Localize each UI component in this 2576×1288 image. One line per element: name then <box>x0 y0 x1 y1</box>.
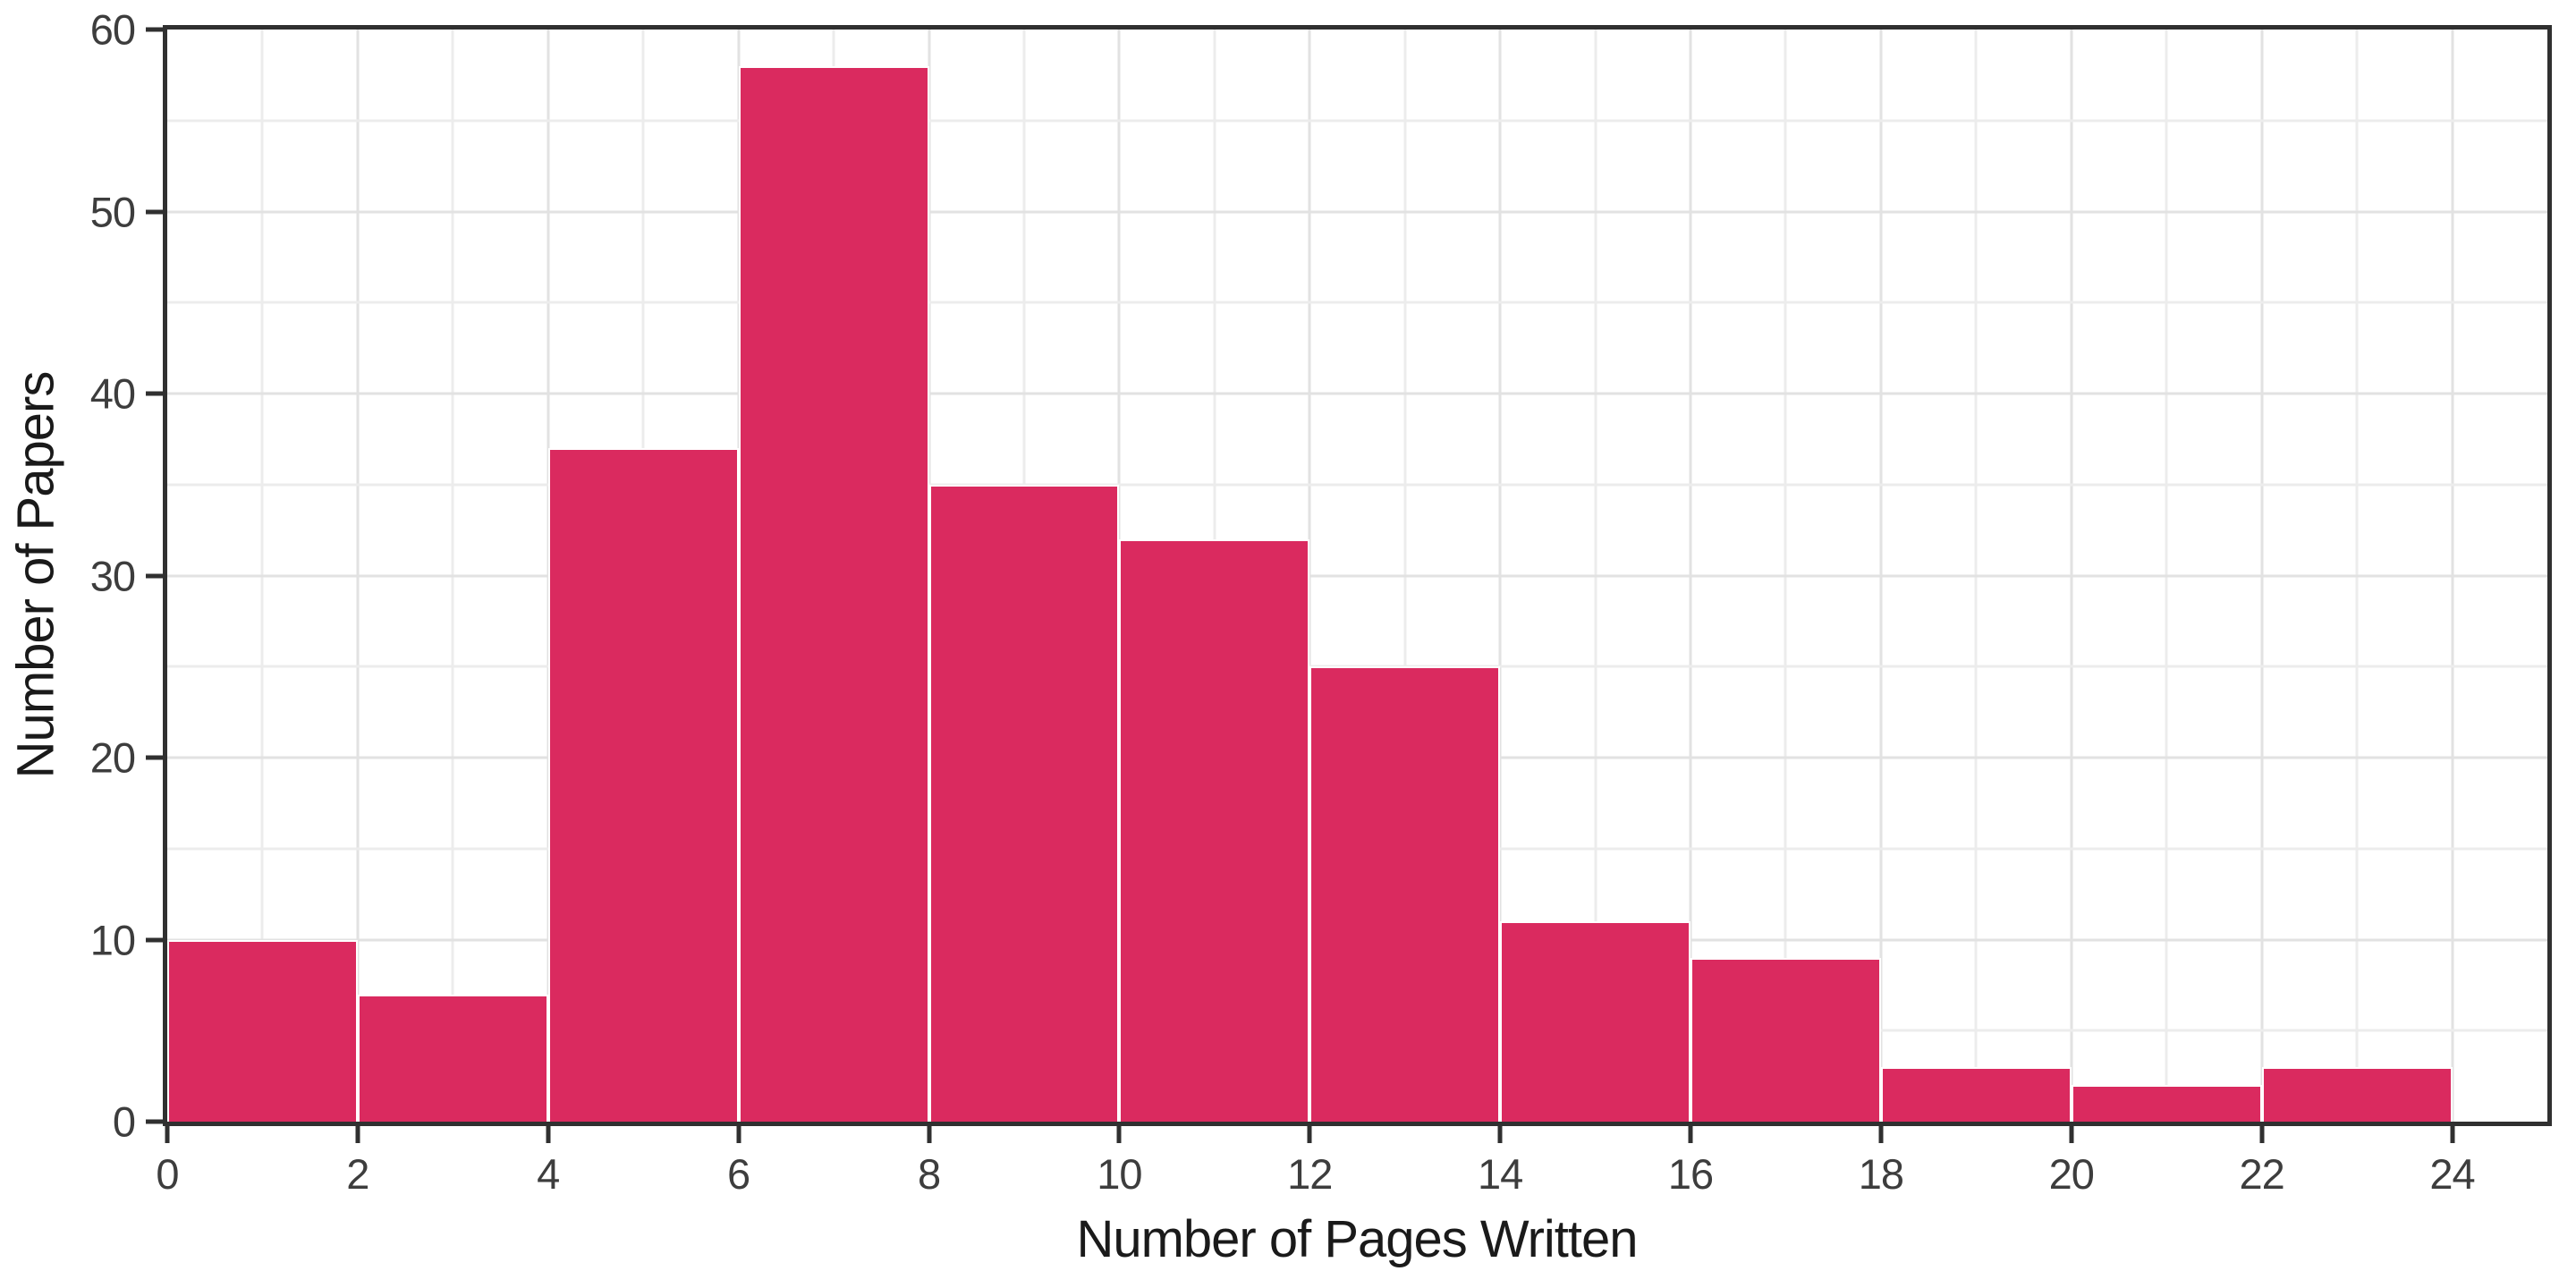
x-tick-label: 14 <box>1478 1150 1523 1198</box>
x-tick-mark <box>736 1126 741 1143</box>
histogram-bar <box>1690 957 1881 1122</box>
x-tick-mark <box>1878 1126 1884 1143</box>
y-tick-mark <box>146 1119 163 1124</box>
y-gridline-major <box>167 574 2547 577</box>
x-tick-mark <box>355 1126 360 1143</box>
y-tick-label: 30 <box>89 552 136 599</box>
x-tick-label: 24 <box>2429 1150 2475 1198</box>
x-tick-label: 10 <box>1097 1150 1142 1198</box>
y-tick-mark <box>146 209 163 214</box>
y-gridline-major <box>167 210 2547 213</box>
y-tick-mark <box>146 27 163 32</box>
histogram-bar <box>167 939 358 1122</box>
y-tick-label: 0 <box>112 1097 136 1146</box>
y-tick-label: 40 <box>89 369 136 418</box>
x-tick-mark <box>2450 1126 2455 1143</box>
histogram-bar <box>547 448 739 1122</box>
x-tick-label: 0 <box>156 1150 179 1198</box>
histogram-bar <box>928 484 1120 1122</box>
x-tick-mark <box>927 1126 932 1143</box>
x-tick-label: 18 <box>1858 1150 1904 1198</box>
y-tick-label: 60 <box>89 5 136 54</box>
y-axis-title: Number of Papers <box>6 371 65 779</box>
y-axis: 0 10 20 30 40 50 60 <box>0 6 163 1146</box>
histogram-bar <box>1500 921 1691 1122</box>
y-gridline-major <box>167 392 2547 395</box>
y-gridline-minor <box>167 301 2547 304</box>
histogram-bar <box>1119 538 1310 1122</box>
x-tick-mark <box>1688 1126 1693 1143</box>
x-tick-label: 16 <box>1667 1150 1714 1198</box>
y-tick-label: 10 <box>89 916 136 963</box>
x-tick-mark <box>165 1126 170 1143</box>
x-tick-mark <box>546 1126 551 1143</box>
y-tick-mark <box>146 937 163 942</box>
histogram-bar <box>357 994 548 1122</box>
plot-area <box>163 25 2552 1126</box>
y-gridline-minor <box>167 119 2547 123</box>
x-tick-mark <box>1307 1126 1312 1143</box>
x-tick-label: 2 <box>346 1150 369 1198</box>
x-axis-title: Number of Pages Written <box>1076 1210 1638 1268</box>
y-gridline-minor <box>167 483 2547 487</box>
x-tick-label: 12 <box>1287 1150 1333 1198</box>
x-tick-mark <box>1497 1126 1503 1143</box>
y-tick-mark <box>146 755 163 760</box>
x-tick-mark <box>1116 1126 1122 1143</box>
x-tick-label: 8 <box>917 1150 941 1198</box>
histogram-bar <box>1880 1066 2072 1122</box>
y-tick-mark <box>146 391 163 396</box>
x-axis: 0 2 4 6 8 10 12 14 16 18 20 22 24 <box>156 1126 2547 1233</box>
histogram-bar <box>1309 666 1501 1122</box>
y-tick-label: 20 <box>89 733 136 782</box>
x-tick-mark <box>2259 1126 2265 1143</box>
x-tick-label: 4 <box>537 1150 560 1198</box>
y-tick-label: 50 <box>89 188 136 235</box>
histogram-bar <box>2261 1066 2453 1122</box>
x-tick-mark <box>2069 1126 2074 1143</box>
x-tick-label: 6 <box>727 1150 750 1198</box>
y-tick-mark <box>146 573 163 578</box>
x-tick-label: 20 <box>2048 1150 2095 1198</box>
histogram-bar <box>2071 1085 2262 1122</box>
histogram-bar <box>738 65 929 1122</box>
x-tick-label: 22 <box>2239 1150 2285 1198</box>
